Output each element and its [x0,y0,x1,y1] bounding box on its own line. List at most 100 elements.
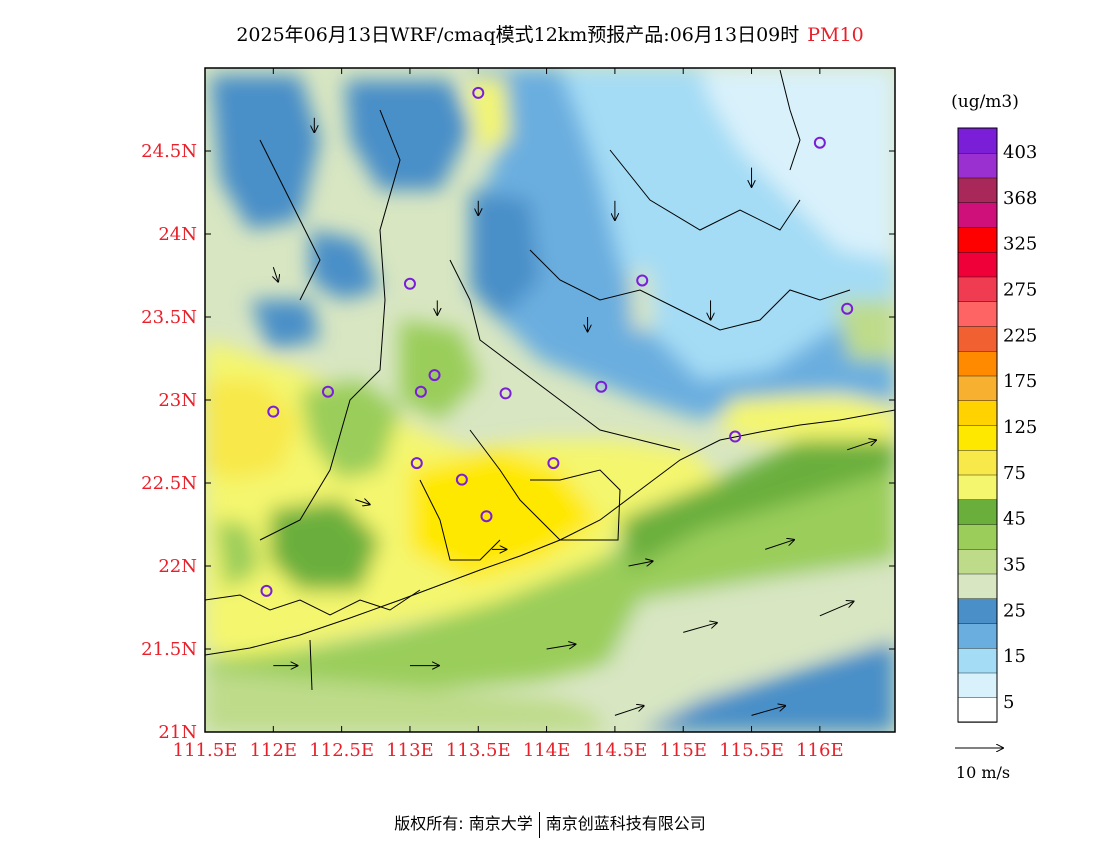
colorbar-label: 368 [1003,188,1037,209]
wind-arrow [546,644,576,650]
station-marker [636,274,649,287]
colorbar-frame [957,127,998,723]
lat-tick-label: 23.5N [141,307,197,328]
station-marker [260,584,273,597]
lon-tick-label: 115E [659,740,707,761]
colorbar-label: 25 [1003,600,1026,621]
colorbar-segment [957,152,998,179]
lat-tick-label: 22N [158,556,197,577]
footer-left: 版权所有: 南京大学 [394,814,533,833]
wind-arrow [273,267,278,281]
lon-tick-labels: 111.5E 112E 112.5E 113E 113.5E 114E 114.5E 115E… [173,740,844,761]
copyright-footer: 版权所有: 南京大学 南京创蓝科技有限公司 [0,810,1100,838]
wind-arrow [614,706,644,716]
station-marker [595,380,608,393]
station-marker [729,430,742,443]
colorbar-label: 403 [1003,142,1037,163]
colorbar-label: 15 [1003,646,1026,667]
wind-arrow [355,500,369,505]
station-marker [499,387,512,400]
wind-arrow [628,561,653,566]
colorbar-label: 125 [1003,417,1037,438]
colorbar-segment [957,449,998,476]
colorbar-segment [957,598,998,624]
colorbar-segment [957,251,998,278]
colorbar-segment [957,523,998,550]
colorbar [957,127,998,723]
colorbar-segment [957,177,998,203]
colorbar-segment [957,276,998,302]
lat-tick-label: 22.5N [141,473,197,494]
colorbar-label: 45 [1003,509,1026,530]
station-marker [267,405,280,418]
wind-arrow [683,623,717,633]
colorbar-segment [957,424,998,451]
colorbar-segment [957,499,998,525]
station-marker [403,277,416,290]
station-marker [414,385,427,398]
colorbar-segment [957,548,998,575]
colorbar-segment [957,474,998,500]
plot-frame [204,67,896,733]
wind-legend-label: 10 m/s [956,763,1010,782]
lon-tick-label: 111.5E [173,740,238,761]
station-marker [455,473,468,486]
station-marker [813,136,826,149]
colorbar-segment [957,301,998,327]
colorbar-segment [957,202,998,228]
station-marker [410,457,423,470]
lat-tick-label: 23N [158,390,197,411]
title-main: 2025年06月13日WRF/cmaq模式12km预报产品:06月13日09时 [236,24,800,46]
wind-arrow [765,540,794,550]
lon-tick-label: 115.5E [719,740,784,761]
footer-right: 南京创蓝科技有限公司 [545,814,706,833]
colorbar-label: 75 [1003,463,1026,484]
colorbar-label: 35 [1003,555,1026,576]
colorbar-segment [957,697,998,723]
lat-tick-label: 24.5N [141,141,197,162]
colorbar-unit: (ug/m3) [951,92,1019,112]
concentration-field [205,68,895,732]
colorbar-segment [957,400,998,426]
colorbar-segment [957,127,998,154]
lon-tick-label: 114E [523,740,571,761]
colorbar-segment [957,647,998,674]
colorbar-label: 5 [1003,692,1014,713]
colorbar-label: 325 [1003,234,1037,255]
lat-tick-label: 24N [158,224,197,245]
colorbar-labels: 403 368 325 275 225 175 125 75 45 35 25 15 5 [1003,142,1037,713]
lat-tick-label: 21.5N [141,639,197,660]
chart-title: 2025年06月13日WRF/cmaq模式12km预报产品:06月13日09时 P… [0,20,1100,47]
wind-arrow [751,706,786,716]
wind-vectors [273,117,876,716]
colorbar-label: 225 [1003,325,1037,346]
colorbar-segment [957,672,998,698]
colorbar-segment [957,350,998,377]
station-marker [472,86,485,99]
monitoring-stations [260,86,854,597]
colorbar-segment [957,573,998,599]
lat-tick-labels: 24.5N 24N 23.5N 23N 22.5N 22N 21.5N 21N [141,141,197,743]
station-marker [547,457,560,470]
boundaries [205,69,895,691]
lat-tick-label: 21N [158,722,197,743]
lon-tick-label: 112E [250,740,298,761]
colorbar-label: 175 [1003,371,1037,392]
lon-tick-label: 112.5E [309,740,374,761]
station-marker [480,510,493,523]
title-pollutant: PM10 [807,24,864,46]
wind-arrow [847,440,876,451]
wind-arrow [819,601,854,617]
footer-separator [538,811,540,838]
lon-tick-label: 114.5E [583,740,648,761]
station-marker [321,385,334,398]
station-marker [428,369,441,382]
colorbar-segment [957,325,998,352]
colorbar-label: 275 [1003,280,1037,301]
station-marker [841,302,854,315]
colorbar-segment [957,622,998,649]
lon-tick-label: 116E [796,740,844,761]
colorbar-segment [957,226,998,253]
lon-tick-label: 113E [386,740,434,761]
